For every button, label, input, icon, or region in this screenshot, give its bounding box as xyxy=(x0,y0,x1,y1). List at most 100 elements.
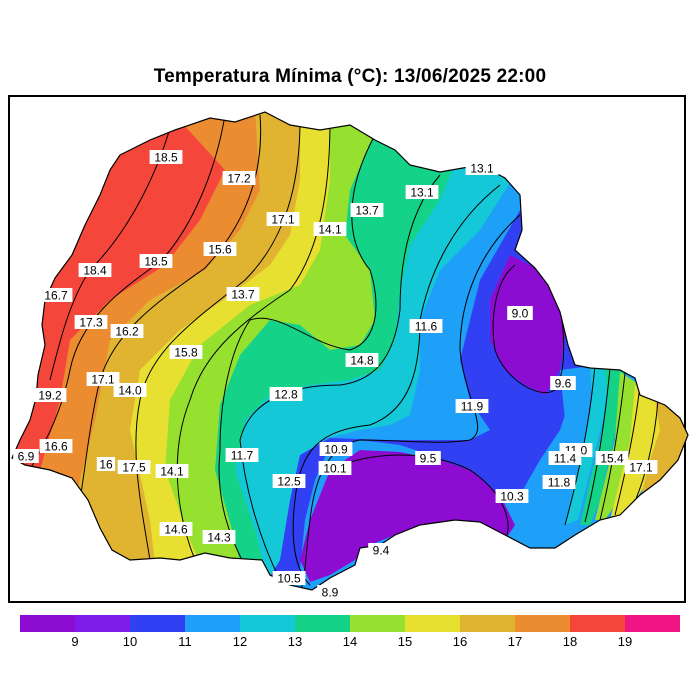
colorbar-tick-label: 10 xyxy=(122,634,138,649)
isotherm-label-bg xyxy=(13,449,39,463)
isotherm-label-bg xyxy=(169,345,203,359)
isotherm-label: 11.4 xyxy=(554,452,577,466)
isotherm-label: 9.5 xyxy=(420,452,437,466)
isotherm-label-bg xyxy=(86,372,120,386)
colorbar-segment xyxy=(405,615,460,632)
colorbar-tick-label: 18 xyxy=(562,634,578,649)
colorbar-segment xyxy=(240,615,295,632)
isotherm-label-bg xyxy=(78,263,112,277)
isotherm-label: 17.5 xyxy=(122,461,146,475)
temperature-colorbar xyxy=(20,615,680,632)
colorbar-tick-label: 16 xyxy=(452,634,468,649)
colorbar-tick-label: 13 xyxy=(287,634,303,649)
isotherm-label-bg xyxy=(272,474,306,488)
isotherm-label: 8.9 xyxy=(322,586,339,600)
isotherm-labels: 18.5 17.2 13.1 13.1 17.1 14.1 13.7 15.6 18.4 18.5… xyxy=(13,150,658,600)
colorbar-segment xyxy=(20,615,75,632)
isotherm-label: 14.8 xyxy=(350,354,374,368)
isotherm-label: 11.9 xyxy=(461,400,484,414)
colorbar-segment xyxy=(75,615,130,632)
isotherm-label: 15.6 xyxy=(208,243,232,257)
isotherm-label-bg xyxy=(465,161,499,175)
colorbar-segment xyxy=(350,615,405,632)
isotherm-label-bg xyxy=(225,448,259,462)
colorbar-ticks: 9 10 11 12 13 14 15 16 17 18 19 xyxy=(20,634,680,650)
isotherm-label: 17.2 xyxy=(227,172,251,186)
isotherm-label: 12.8 xyxy=(274,388,298,402)
isotherm-label: 13.1 xyxy=(410,186,434,200)
isotherm-label: 11.7 xyxy=(231,449,254,463)
isotherm-label-bg xyxy=(266,212,300,226)
isotherm-label-bg xyxy=(319,442,353,456)
isotherm-label: 16.2 xyxy=(115,325,139,339)
isotherm-label-bg xyxy=(159,522,193,536)
colorbar-segment xyxy=(295,615,350,632)
isotherm-label: 11.8 xyxy=(548,476,571,490)
isotherm-label: 15.8 xyxy=(174,346,198,360)
isotherm-label-bg xyxy=(202,530,236,544)
isotherm-label-bg xyxy=(149,150,183,164)
isotherm-label-bg xyxy=(110,324,144,338)
isotherm-label-bg xyxy=(405,185,439,199)
isotherm-label: 13.7 xyxy=(231,288,255,302)
isotherm-label-bg xyxy=(74,315,108,329)
isotherm-label-bg xyxy=(548,451,582,465)
colorbar-tick-label: 19 xyxy=(617,634,633,649)
isotherm-label: 14.1 xyxy=(318,223,342,237)
isotherm-label: 9.6 xyxy=(555,377,572,391)
isotherm-label-bg xyxy=(542,475,576,489)
colorbar-segment xyxy=(130,615,185,632)
isotherm-label-bg xyxy=(415,451,441,465)
colorbar-segment xyxy=(625,615,680,632)
colorbar-tick-label: 9 xyxy=(71,634,79,649)
isotherm-label: 9.4 xyxy=(373,544,390,558)
isotherm-label-bg xyxy=(409,319,443,333)
isotherm-label: 16 xyxy=(99,458,113,472)
isotherm-label-bg xyxy=(155,464,189,478)
isotherm-label-bg xyxy=(203,242,237,256)
isotherm-label: 6.9 xyxy=(18,450,35,464)
isotherm-label-bg xyxy=(350,203,384,217)
isotherm-label-bg xyxy=(139,254,173,268)
map-title: Temperatura Mínima (°C): 13/06/2025 22:0… xyxy=(153,66,547,87)
isotherm-label-bg xyxy=(624,460,658,474)
isotherm-label: 16.7 xyxy=(44,289,68,303)
isotherm-label: 10.9 xyxy=(324,443,348,457)
isotherm-label-bg xyxy=(313,222,347,236)
isotherm-label: 14.0 xyxy=(118,384,142,398)
isotherm-label-bg xyxy=(269,387,303,401)
isotherm-label: 10.3 xyxy=(500,490,524,504)
isotherm-label: 11.6 xyxy=(415,320,438,334)
colorbar-tick-label: 11 xyxy=(178,634,192,649)
isotherm-label-bg xyxy=(368,543,394,557)
isotherm-label: 17.1 xyxy=(629,461,653,475)
isotherm-label-bg xyxy=(226,287,260,301)
isotherm-label: 17.3 xyxy=(79,316,103,330)
isotherm-label-bg xyxy=(318,461,352,475)
colorbar-tick-label: 15 xyxy=(397,634,413,649)
isotherm-label-bg xyxy=(113,383,147,397)
isotherm-label: 10.1 xyxy=(323,462,347,476)
isotherm-label-bg xyxy=(33,388,67,402)
isotherm-label-bg xyxy=(39,288,73,302)
colorbar-tick-label: 12 xyxy=(232,634,248,649)
isotherm-label: 18.5 xyxy=(144,255,168,269)
isotherm-label-bg xyxy=(39,439,73,453)
isotherm-label-bg xyxy=(507,306,533,320)
isotherm-label-bg xyxy=(222,171,256,185)
isotherm-label: 18.5 xyxy=(154,151,178,165)
isotherm-label: 18.4 xyxy=(83,264,107,278)
isotherm-label: 13.7 xyxy=(355,204,379,218)
isotherm-label-bg xyxy=(455,399,489,413)
isotherm-label: 12.5 xyxy=(277,475,301,489)
isotherm-label-bg xyxy=(495,489,529,503)
isotherm-label-bg xyxy=(595,451,629,465)
colorbar-segment xyxy=(185,615,240,632)
isotherm-label-bg xyxy=(117,460,151,474)
isotherm-label: 13.1 xyxy=(470,162,494,176)
isotherm-label-bg xyxy=(345,353,379,367)
isotherm-label: 9.0 xyxy=(512,307,529,321)
isotherm-label: 17.1 xyxy=(91,373,115,387)
isotherm-label: 14.3 xyxy=(207,531,231,545)
isotherm-label: 14.1 xyxy=(160,465,184,479)
